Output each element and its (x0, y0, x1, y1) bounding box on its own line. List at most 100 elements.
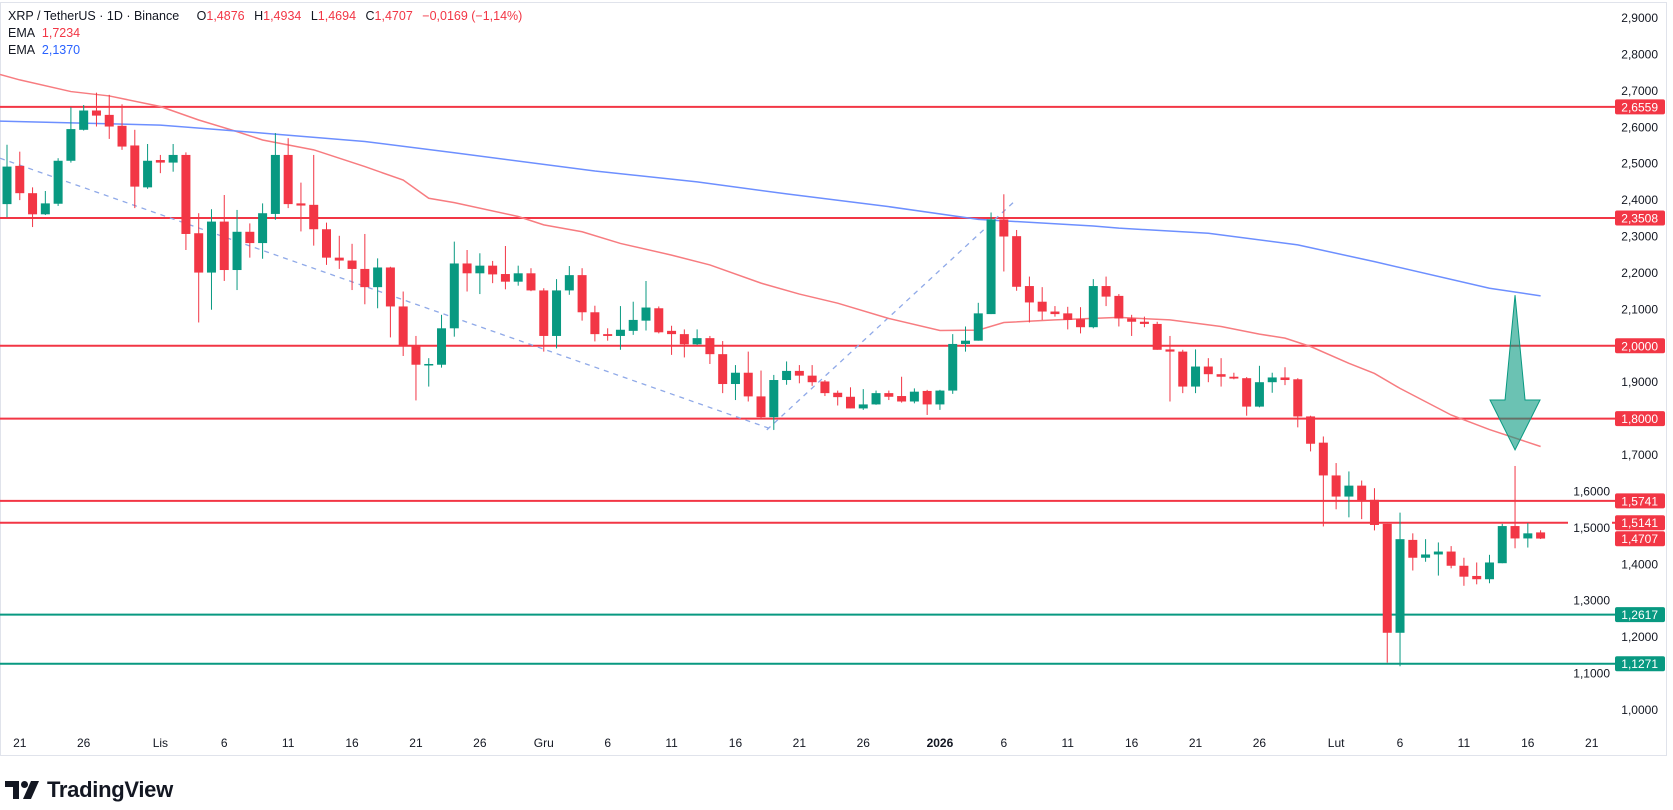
candle-bearish[interactable] (539, 288, 549, 352)
candle-bearish[interactable] (1472, 562, 1482, 585)
tradingview-logo[interactable]: TradingView (5, 777, 173, 803)
candle-bullish[interactable] (909, 388, 919, 404)
candle-bullish[interactable] (40, 190, 50, 216)
candle-bearish[interactable] (411, 335, 421, 401)
candle-bearish[interactable] (654, 306, 664, 334)
candle-bearish[interactable] (91, 92, 101, 127)
candle-bearish[interactable] (194, 213, 204, 323)
candle-bearish[interactable] (155, 154, 165, 174)
candle-bearish[interactable] (807, 365, 817, 386)
candle-bearish[interactable] (590, 305, 600, 342)
candle-bullish[interactable] (424, 358, 434, 387)
candle-bearish[interactable] (1536, 530, 1546, 540)
candle-bearish[interactable] (1408, 533, 1418, 571)
candle-bearish[interactable] (1369, 488, 1379, 531)
candle-bearish[interactable] (309, 154, 319, 246)
candle-bearish[interactable] (283, 138, 293, 209)
candle-bearish[interactable] (999, 194, 1009, 272)
candle-bearish[interactable] (1306, 415, 1316, 452)
candle-bullish[interactable] (206, 209, 216, 310)
candle-bearish[interactable] (1165, 335, 1175, 402)
candle-bearish[interactable] (1242, 377, 1252, 416)
price-chart[interactable]: 2,9000 2,8000 2,7000 2,6000 2,5000 2,4000 2,30… (0, 0, 1673, 770)
candle-bearish[interactable] (1459, 557, 1469, 586)
candle-bearish[interactable] (743, 351, 753, 402)
candle-bearish[interactable] (1203, 358, 1213, 383)
candle-bearish[interactable] (1024, 276, 1034, 323)
candle-bullish[interactable] (858, 389, 868, 410)
candle-bearish[interactable] (1012, 229, 1022, 291)
price-axis[interactable]: 2,9000 2,8000 2,7000 2,6000 2,5000 2,4000 2,30… (1568, 11, 1665, 717)
candle-bullish[interactable] (1191, 349, 1201, 394)
candle-bearish[interactable] (526, 268, 536, 292)
candle-bullish[interactable] (1088, 279, 1098, 329)
candle-bearish[interactable] (1382, 523, 1392, 663)
candle-bearish[interactable] (360, 233, 370, 305)
arrow-down-icon[interactable] (1489, 295, 1541, 452)
candle-bearish[interactable] (1114, 294, 1124, 327)
candle-bearish[interactable] (1280, 367, 1290, 386)
candle-bearish[interactable] (181, 152, 191, 250)
candle-bullish[interactable] (769, 374, 779, 430)
candle-bearish[interactable] (884, 390, 894, 401)
candle-bullish[interactable] (53, 158, 63, 206)
ema-fast-line[interactable] (0, 73, 1541, 448)
candle-bearish[interactable] (245, 223, 255, 258)
candle-bullish[interactable] (1344, 471, 1354, 518)
candle-bullish[interactable] (1421, 539, 1431, 562)
candle-bullish[interactable] (1254, 365, 1264, 408)
candle-bullish[interactable] (1433, 542, 1443, 576)
candle-bullish[interactable] (270, 133, 280, 220)
candle-bearish[interactable] (922, 389, 932, 415)
candle-bullish[interactable] (730, 365, 740, 401)
candle-bullish[interactable] (258, 203, 268, 259)
candle-bearish[interactable] (679, 329, 689, 358)
candle-bearish[interactable] (1076, 307, 1086, 334)
candle-bullish[interactable] (782, 361, 792, 385)
candle-bullish[interactable] (79, 105, 89, 131)
candle-bullish[interactable] (564, 266, 574, 295)
candle-bullish[interactable] (1395, 512, 1405, 667)
candle-bullish[interactable] (615, 306, 625, 350)
candle-bullish[interactable] (143, 144, 153, 189)
candle-bullish[interactable] (513, 265, 523, 286)
candle-bearish[interactable] (347, 243, 357, 291)
candle-bearish[interactable] (756, 370, 766, 419)
candle-bullish[interactable] (641, 280, 651, 331)
candle-bearish[interactable] (1063, 306, 1073, 330)
candle-bearish[interactable] (1139, 316, 1149, 328)
ema1-row[interactable]: EMA 1,7234 (8, 25, 522, 42)
ema-slow-line[interactable] (0, 120, 1541, 297)
candle-bullish[interactable] (961, 326, 970, 352)
candle-bullish[interactable] (66, 107, 76, 163)
candle-bearish[interactable] (603, 328, 613, 341)
candle-bearish[interactable] (28, 187, 38, 228)
candle-bullish[interactable] (437, 314, 447, 368)
candle-bearish[interactable] (334, 235, 344, 269)
candle-bearish[interactable] (1037, 287, 1047, 320)
candle-bullish[interactable] (168, 144, 178, 172)
candle-bearish[interactable] (1446, 546, 1456, 569)
candle-bearish[interactable] (15, 151, 25, 201)
candle-bearish[interactable] (130, 129, 140, 209)
candle-bearish[interactable] (1293, 378, 1303, 428)
candle-bearish[interactable] (718, 341, 728, 394)
candle-bearish[interactable] (1178, 349, 1188, 394)
candle-bullish[interactable] (948, 334, 958, 394)
candle-bullish[interactable] (475, 253, 485, 295)
candle-bearish[interactable] (104, 94, 114, 139)
candle-bearish[interactable] (398, 291, 408, 356)
candle-bearish[interactable] (1127, 314, 1137, 336)
candle-bearish[interactable] (833, 390, 843, 406)
candle-bearish[interactable] (1216, 358, 1226, 387)
candle-bullish[interactable] (692, 329, 702, 346)
candle-bearish[interactable] (488, 260, 498, 284)
candle-bullish[interactable] (1484, 554, 1494, 584)
candle-bullish[interactable] (986, 212, 996, 315)
candle-bearish[interactable] (322, 222, 331, 265)
candle-bearish[interactable] (385, 266, 395, 338)
candle-bearish[interactable] (1229, 372, 1239, 380)
candle-bearish[interactable] (794, 365, 804, 384)
candle-bearish[interactable] (1050, 306, 1060, 317)
candle-bearish[interactable] (820, 380, 830, 397)
